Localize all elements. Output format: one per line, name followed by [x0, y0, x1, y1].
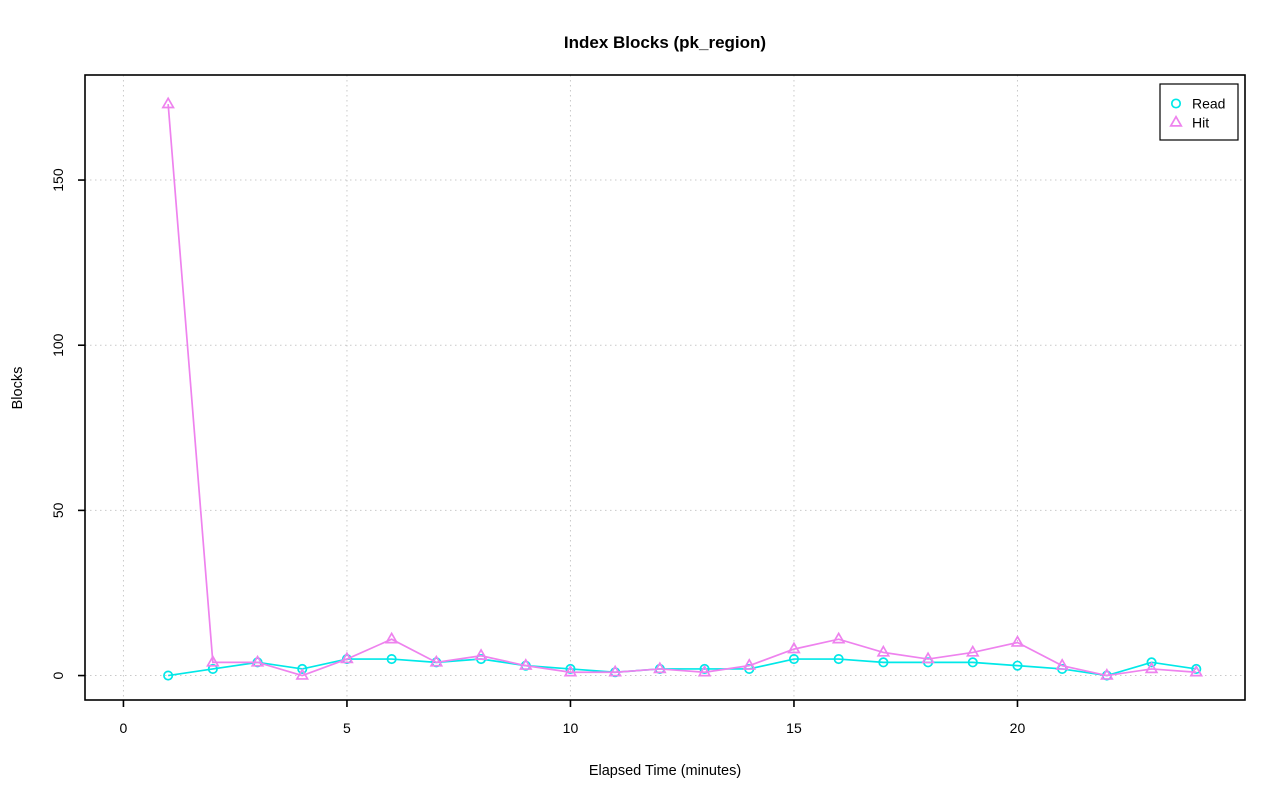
hit-point — [518, 658, 533, 670]
hit-point — [384, 631, 399, 644]
x-axis-title: Elapsed Time (minutes) — [589, 763, 741, 779]
legend-box — [1159, 83, 1239, 141]
read-point — [788, 653, 800, 665]
hit-point — [295, 668, 310, 680]
hit-point — [742, 658, 757, 670]
y-axis-title: Blocks — [10, 367, 26, 410]
hit-point — [1100, 668, 1114, 680]
legend: Read Hit — [1159, 83, 1239, 141]
x-tick-label: 10 — [563, 720, 579, 736]
y-tick-label: 150 — [50, 168, 66, 192]
hit-point — [608, 664, 622, 677]
read-point — [1012, 660, 1023, 671]
hit-point — [653, 661, 667, 674]
hit-point — [965, 644, 980, 657]
hit-point — [697, 664, 712, 677]
hit-point — [161, 96, 175, 109]
grid-lines — [85, 75, 1245, 700]
x-tick-label: 5 — [343, 720, 351, 736]
chart-title: Index Blocks (pk_region) — [564, 33, 766, 52]
hit-point — [831, 631, 846, 644]
y-tick-label: 100 — [50, 333, 66, 357]
hit-point — [876, 644, 891, 657]
read-point — [207, 663, 218, 674]
x-tick-label: 0 — [120, 720, 128, 736]
hit-point — [429, 654, 444, 667]
read-circle-icon — [1170, 98, 1182, 109]
hit-point — [1010, 635, 1025, 647]
hit-triangle-icon — [1169, 114, 1183, 127]
y-tick-label: 50 — [50, 502, 66, 518]
read-point — [386, 653, 397, 665]
read-point — [297, 663, 308, 674]
hit-point — [1055, 658, 1069, 670]
read-point — [699, 663, 710, 674]
axis-ticks: 0 5 10 15 20 0 50 100 150 — [50, 168, 1025, 736]
plot-border — [84, 74, 1246, 701]
read-point — [1146, 657, 1157, 668]
hit-line — [167, 104, 1197, 677]
hit-point — [250, 654, 265, 667]
legend-label-read: Read — [1192, 96, 1225, 112]
legend-label-hit: Hit — [1192, 115, 1209, 131]
hit-point — [206, 654, 220, 667]
hit-point — [1144, 661, 1159, 674]
x-tick-label: 20 — [1010, 720, 1026, 736]
hit-point — [563, 664, 578, 677]
read-point — [1191, 663, 1202, 674]
hit-point — [474, 648, 488, 660]
read-point — [967, 657, 978, 668]
read-point — [878, 657, 889, 668]
read-line — [168, 658, 1197, 677]
data-series — [161, 96, 1204, 681]
x-tick-label: 15 — [786, 720, 802, 736]
hit-point — [921, 651, 935, 664]
read-point — [163, 670, 174, 681]
read-point — [833, 653, 844, 665]
hit-point — [1189, 664, 1204, 677]
hit-point — [787, 641, 801, 654]
y-tick-label: 0 — [50, 671, 66, 679]
read-point — [565, 663, 576, 674]
hit-point — [340, 651, 354, 664]
